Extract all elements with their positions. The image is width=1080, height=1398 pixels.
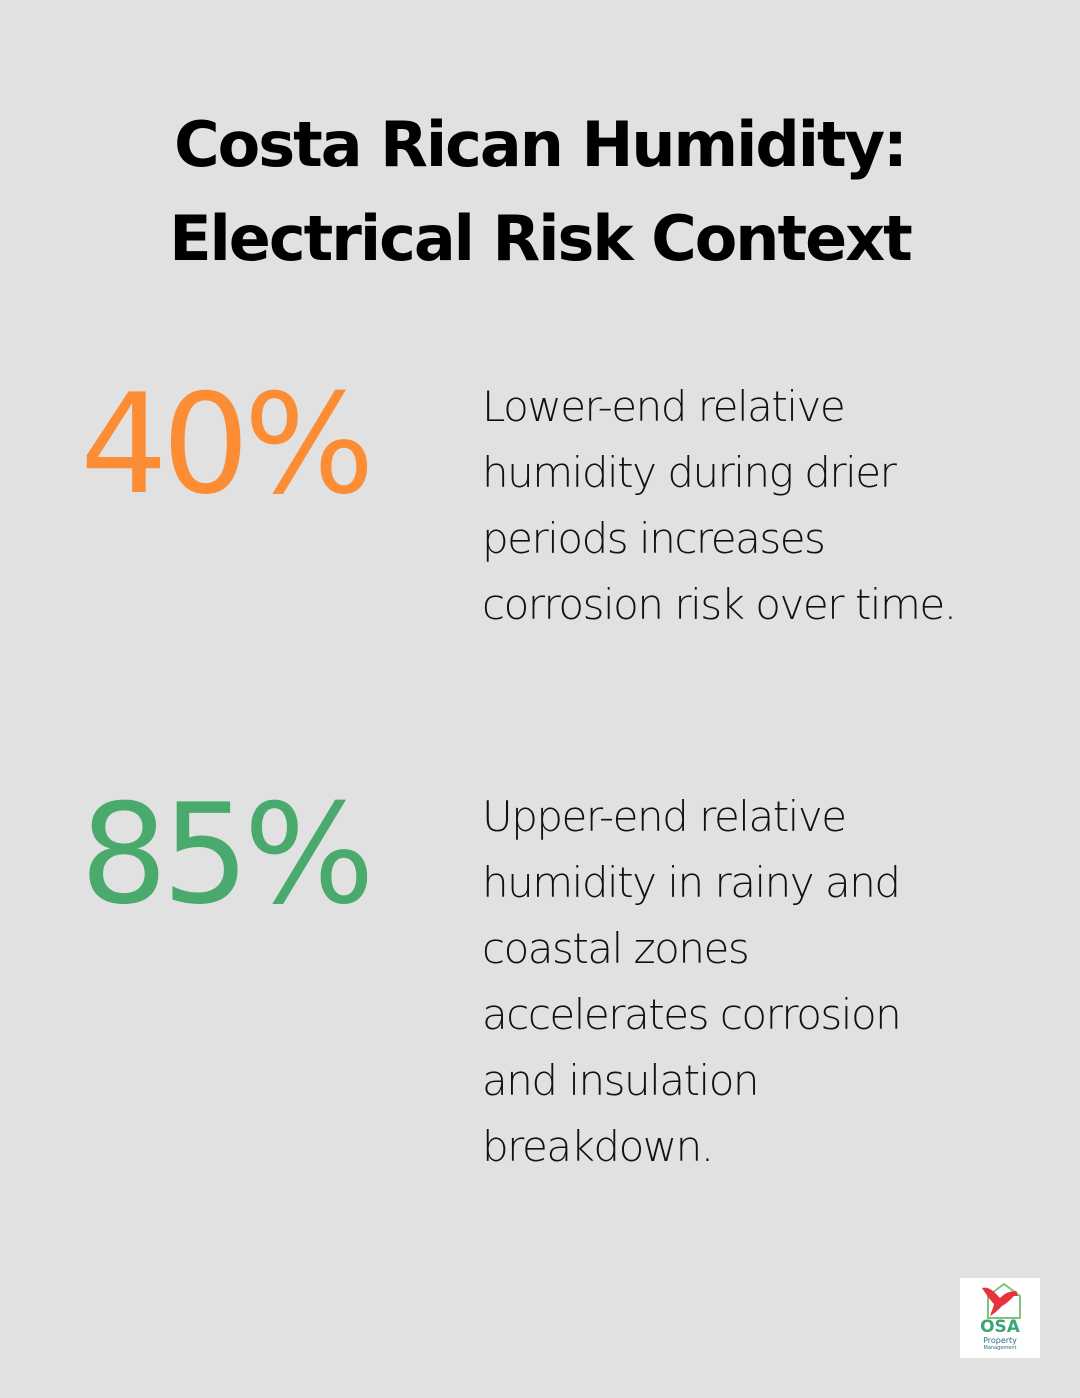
title-line-2: Electrical Risk Context (169, 202, 913, 275)
logo-property-text: Property (983, 1336, 1017, 1345)
stat-value-40: 40% (80, 364, 375, 525)
stat-description-40: Lower-end relative humidity during drier… (482, 382, 957, 629)
logo-osa-text: OSA (980, 1317, 1020, 1337)
stat-value-85: 85% (80, 774, 375, 935)
logo-management-text: Management (983, 1345, 1017, 1351)
bird-house-icon (982, 1282, 1021, 1319)
title-line-1: Costa Rican Humidity: (174, 108, 908, 181)
page-title: Costa Rican Humidity: Electrical Risk Co… (0, 98, 1080, 286)
stat-description-85: Upper-end relative humidity in rainy and… (482, 792, 902, 1171)
osa-logo: OSA Property Management (960, 1278, 1040, 1358)
